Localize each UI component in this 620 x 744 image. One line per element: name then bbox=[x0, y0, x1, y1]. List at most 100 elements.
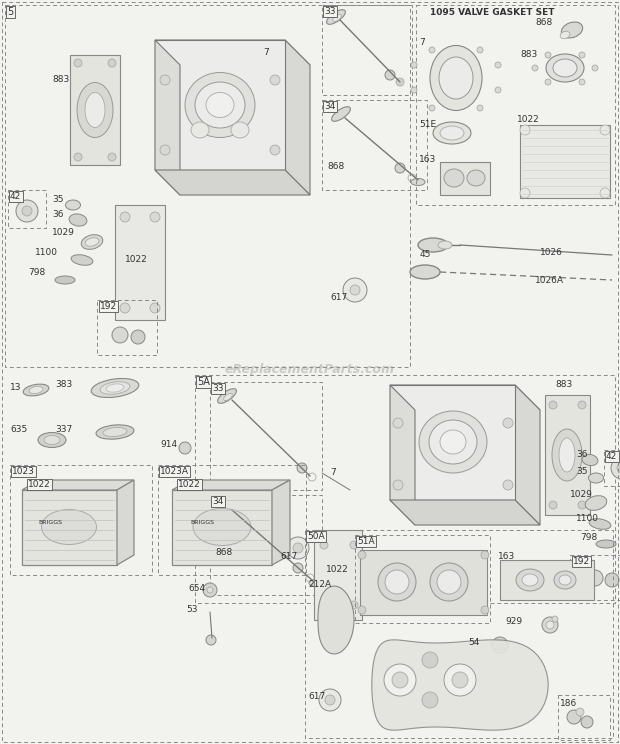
Ellipse shape bbox=[38, 432, 66, 447]
Polygon shape bbox=[360, 550, 487, 615]
Ellipse shape bbox=[85, 92, 105, 127]
Polygon shape bbox=[545, 395, 590, 515]
Circle shape bbox=[16, 200, 38, 222]
Ellipse shape bbox=[218, 388, 236, 403]
Ellipse shape bbox=[419, 411, 487, 473]
Circle shape bbox=[108, 153, 116, 161]
Ellipse shape bbox=[585, 496, 607, 510]
Text: 33: 33 bbox=[212, 384, 223, 393]
Circle shape bbox=[520, 125, 530, 135]
Text: 35: 35 bbox=[52, 195, 63, 204]
Polygon shape bbox=[515, 385, 540, 525]
Text: 1100: 1100 bbox=[576, 514, 599, 523]
Circle shape bbox=[549, 401, 557, 409]
Ellipse shape bbox=[430, 563, 468, 601]
Circle shape bbox=[325, 695, 335, 705]
Circle shape bbox=[395, 163, 405, 173]
Bar bbox=[416, 5, 615, 205]
Circle shape bbox=[444, 664, 476, 696]
Ellipse shape bbox=[429, 420, 477, 464]
Bar bbox=[10, 465, 152, 575]
Circle shape bbox=[120, 212, 130, 222]
Ellipse shape bbox=[440, 430, 466, 454]
Text: 868: 868 bbox=[535, 18, 552, 27]
Circle shape bbox=[492, 637, 508, 653]
Ellipse shape bbox=[55, 276, 75, 284]
Text: 1026A: 1026A bbox=[535, 276, 564, 285]
Circle shape bbox=[411, 62, 417, 68]
Circle shape bbox=[617, 463, 620, 473]
Ellipse shape bbox=[433, 122, 471, 144]
Circle shape bbox=[74, 153, 82, 161]
Text: 883: 883 bbox=[520, 50, 538, 59]
Text: 7: 7 bbox=[330, 468, 336, 477]
Text: 383: 383 bbox=[55, 380, 73, 389]
Text: 337: 337 bbox=[55, 425, 73, 434]
Ellipse shape bbox=[106, 384, 124, 392]
Text: 1022: 1022 bbox=[326, 565, 348, 574]
Text: 34: 34 bbox=[324, 102, 335, 111]
Circle shape bbox=[592, 65, 598, 71]
Circle shape bbox=[429, 105, 435, 111]
Ellipse shape bbox=[103, 427, 127, 437]
Ellipse shape bbox=[553, 59, 577, 77]
Circle shape bbox=[422, 652, 438, 668]
Ellipse shape bbox=[71, 254, 93, 266]
Ellipse shape bbox=[561, 22, 583, 38]
Circle shape bbox=[22, 206, 32, 216]
Ellipse shape bbox=[385, 570, 409, 594]
Text: 798: 798 bbox=[580, 533, 597, 542]
Ellipse shape bbox=[218, 498, 236, 513]
Circle shape bbox=[605, 573, 619, 587]
Text: 1023: 1023 bbox=[12, 467, 35, 476]
Text: 186: 186 bbox=[560, 699, 577, 708]
Polygon shape bbox=[172, 490, 272, 565]
Text: 635: 635 bbox=[10, 425, 27, 434]
Circle shape bbox=[546, 621, 554, 629]
Text: 617: 617 bbox=[280, 552, 297, 561]
Ellipse shape bbox=[589, 519, 611, 529]
Circle shape bbox=[343, 278, 367, 302]
Ellipse shape bbox=[467, 170, 485, 186]
Polygon shape bbox=[390, 500, 540, 525]
Text: 883: 883 bbox=[52, 75, 69, 84]
Polygon shape bbox=[22, 490, 117, 565]
Bar bbox=[97, 300, 157, 355]
Text: 654: 654 bbox=[188, 584, 205, 593]
Polygon shape bbox=[272, 480, 290, 565]
Polygon shape bbox=[500, 560, 594, 600]
Circle shape bbox=[587, 570, 603, 586]
Circle shape bbox=[297, 463, 307, 473]
Circle shape bbox=[567, 710, 581, 724]
Ellipse shape bbox=[185, 72, 255, 138]
Bar bbox=[322, 5, 412, 95]
Circle shape bbox=[396, 78, 404, 86]
Ellipse shape bbox=[333, 14, 342, 22]
Ellipse shape bbox=[588, 473, 603, 483]
Ellipse shape bbox=[81, 234, 103, 249]
Circle shape bbox=[120, 303, 130, 313]
Polygon shape bbox=[440, 162, 490, 195]
Circle shape bbox=[270, 145, 280, 155]
Ellipse shape bbox=[411, 179, 425, 185]
Text: 5A: 5A bbox=[197, 377, 210, 387]
Ellipse shape bbox=[193, 508, 251, 545]
Circle shape bbox=[600, 188, 610, 198]
Circle shape bbox=[320, 541, 328, 549]
Ellipse shape bbox=[29, 386, 43, 394]
Circle shape bbox=[520, 188, 530, 198]
Polygon shape bbox=[155, 40, 180, 195]
Ellipse shape bbox=[582, 455, 598, 466]
Circle shape bbox=[578, 501, 586, 509]
Circle shape bbox=[495, 87, 501, 93]
Circle shape bbox=[131, 330, 145, 344]
Circle shape bbox=[600, 125, 610, 135]
Circle shape bbox=[503, 418, 513, 428]
Text: 36: 36 bbox=[52, 210, 63, 219]
Ellipse shape bbox=[44, 435, 60, 444]
Circle shape bbox=[495, 62, 501, 68]
Polygon shape bbox=[155, 40, 285, 170]
Circle shape bbox=[384, 664, 416, 696]
Circle shape bbox=[532, 65, 538, 71]
Text: 1022: 1022 bbox=[178, 480, 201, 489]
